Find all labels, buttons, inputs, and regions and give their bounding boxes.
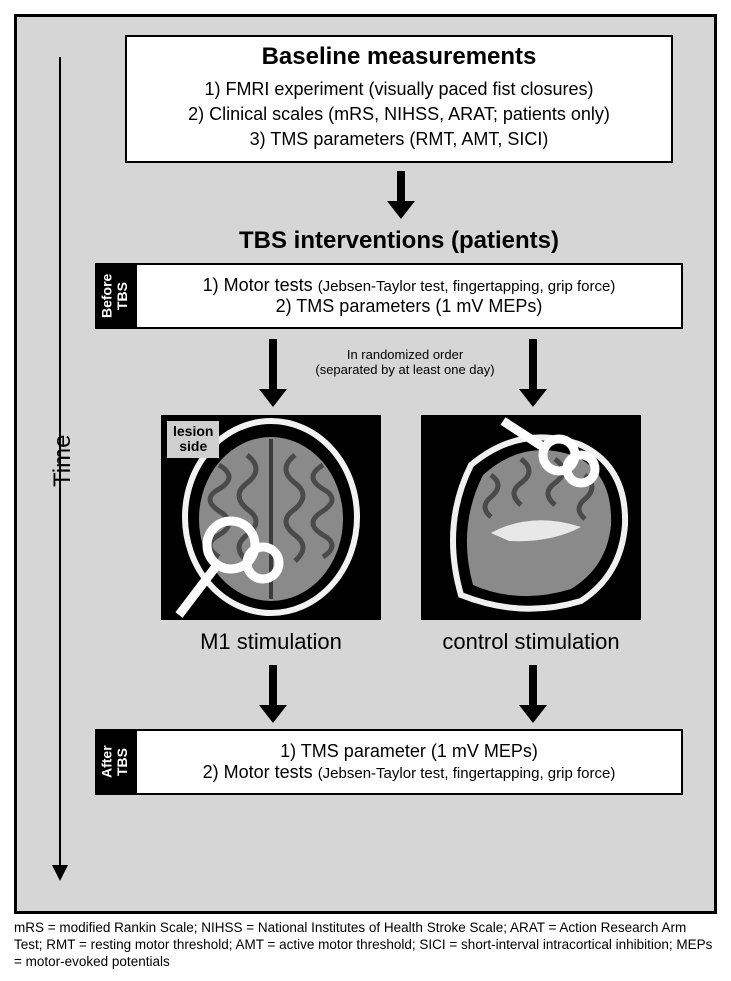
right-brain-label: control stimulation	[421, 629, 641, 655]
brain-right-svg	[421, 415, 641, 620]
before-tbs-box: 1) Motor tests (Jebsen-Taylor test, fing…	[135, 263, 683, 329]
after-tbs-box: 1) TMS parameter (1 mV MEPs) 2) Motor te…	[135, 729, 683, 795]
randomized-note-line-2: (separated by at least one day)	[275, 362, 535, 377]
diagram-frame: Time Baseline measurements 1) FMRI exper…	[14, 14, 717, 914]
after-line-2: 2) Motor tests (Jebsen-Taylor test, fing…	[137, 762, 681, 783]
before-tbs-tab-label: Before TBS	[100, 274, 131, 318]
abbreviations-footnote: mRS = modified Rankin Scale; NIHSS = Nat…	[14, 920, 717, 971]
randomized-note: In randomized order (separated by at lea…	[275, 347, 535, 377]
left-brain-label: M1 stimulation	[161, 629, 381, 655]
tbs-title: TBS interventions (patients)	[125, 227, 673, 255]
baseline-line-2: 2) Clinical scales (mRS, NIHSS, ARAT; pa…	[135, 102, 663, 127]
lesion-side-text: lesion side	[173, 423, 213, 454]
brain-right-image	[421, 415, 641, 620]
time-axis-label: Time	[49, 435, 77, 487]
after-line-2-main: 2) Motor tests	[203, 762, 318, 782]
time-axis-arrowhead	[52, 865, 68, 881]
baseline-title: Baseline measurements	[127, 43, 671, 71]
baseline-line-3: 3) TMS parameters (RMT, AMT, SICI)	[135, 127, 663, 152]
after-line-1: 1) TMS parameter (1 mV MEPs)	[137, 741, 681, 762]
baseline-box: Baseline measurements 1) FMRI experiment…	[125, 35, 673, 163]
after-line-2-small: (Jebsen-Taylor test, fingertapping, grip…	[318, 765, 616, 782]
after-tbs-tab-label: After TBS	[100, 746, 131, 779]
before-line-1-small: (Jebsen-Taylor test, fingertapping, grip…	[318, 278, 616, 295]
before-line-1: 1) Motor tests (Jebsen-Taylor test, fing…	[137, 275, 681, 296]
before-line-2: 2) TMS parameters (1 mV MEPs)	[137, 296, 681, 317]
brain-left-image: lesion side	[161, 415, 381, 620]
baseline-body: 1) FMRI experiment (visually paced fist …	[127, 77, 671, 161]
before-line-1-main: 1) Motor tests	[203, 275, 318, 295]
baseline-line-1: 1) FMRI experiment (visually paced fist …	[135, 77, 663, 102]
before-tbs-tab: Before TBS	[95, 263, 135, 329]
after-tbs-tab: After TBS	[95, 729, 135, 795]
lesion-side-tag: lesion side	[167, 421, 219, 458]
randomized-note-line-1: In randomized order	[275, 347, 535, 362]
